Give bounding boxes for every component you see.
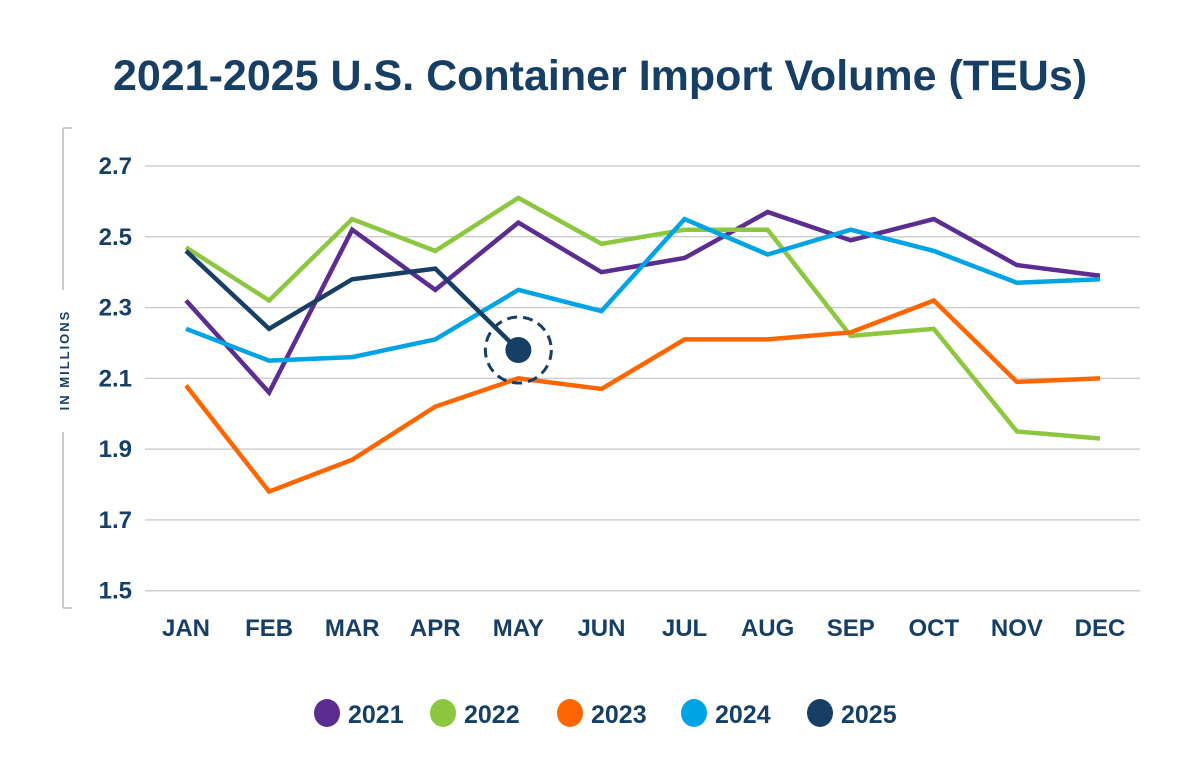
series-line-2023 — [184, 297, 1101, 495]
x-tick-label: JUL — [662, 615, 707, 642]
legend-swatch-2024 — [681, 699, 707, 727]
gridlines — [145, 165, 1140, 592]
chart-title: 2021-2025 U.S. Container Import Volume (… — [113, 52, 1087, 100]
y-tick-label: 2.5 — [99, 224, 132, 251]
y-axis-ticks: 2.7 2.5 2.3 2.1 1.9 1.7 1.5 — [99, 153, 132, 605]
x-tick-label: MAR — [325, 615, 380, 642]
highlight-ring — [483, 315, 553, 385]
y-tick-label: 2.3 — [99, 295, 132, 322]
y-axis-bracket — [62, 127, 72, 609]
legend-label: 2025 — [841, 701, 897, 729]
legend-label: 2022 — [464, 701, 520, 729]
series-lines — [184, 195, 1101, 495]
x-tick-label: APR — [410, 615, 461, 642]
x-tick-label: JAN — [162, 615, 210, 642]
legend-swatch-2023 — [557, 699, 583, 727]
x-tick-label: SEP — [827, 615, 875, 642]
legend-label: 2023 — [591, 701, 647, 729]
legend-swatch-2022 — [430, 699, 456, 727]
x-axis-ticks: JAN FEB MAR APR MAY JUN JUL AUG SEP OCT NOV DEC — [162, 615, 1125, 642]
x-tick-label: AUG — [741, 615, 794, 642]
y-tick-label: 1.5 — [99, 578, 132, 605]
legend-swatch-2025 — [807, 699, 833, 727]
y-tick-label: 1.7 — [99, 507, 132, 534]
y-tick-label: 1.9 — [99, 436, 132, 463]
highlight-marker — [483, 315, 553, 385]
legend-label: 2021 — [348, 701, 404, 729]
x-tick-label: NOV — [991, 615, 1043, 642]
series-line-2022 — [184, 195, 1101, 441]
legend-swatch-2021 — [314, 699, 340, 727]
legend: 2021 2022 2023 2024 2025 — [314, 699, 897, 729]
x-tick-label: FEB — [245, 615, 293, 642]
y-tick-label: 2.1 — [99, 365, 132, 392]
y-tick-label: 2.7 — [99, 153, 132, 180]
legend-label: 2024 — [715, 701, 771, 729]
highlight-point — [505, 337, 532, 364]
series-line-2025 — [184, 249, 520, 352]
x-tick-label: OCT — [908, 615, 959, 642]
series-line-2024 — [185, 216, 1101, 363]
x-tick-label: DEC — [1075, 615, 1126, 642]
x-tick-label: MAY — [493, 615, 544, 642]
x-tick-label: JUN — [577, 615, 625, 642]
y-axis-label: IN MILLIONS — [57, 310, 72, 411]
